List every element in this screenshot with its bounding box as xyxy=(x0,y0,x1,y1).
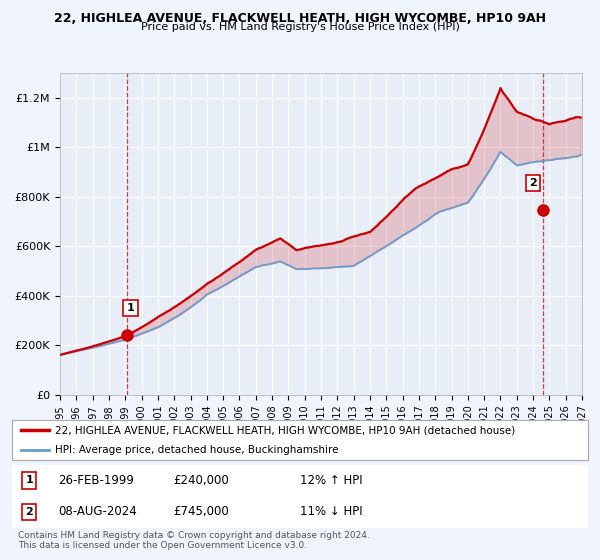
Text: 22, HIGHLEA AVENUE, FLACKWELL HEATH, HIGH WYCOMBE, HP10 9AH: 22, HIGHLEA AVENUE, FLACKWELL HEATH, HIG… xyxy=(54,12,546,25)
Text: 2: 2 xyxy=(529,178,536,188)
Text: £745,000: £745,000 xyxy=(173,505,229,519)
Text: 1: 1 xyxy=(25,475,33,486)
Text: 08-AUG-2024: 08-AUG-2024 xyxy=(58,505,137,519)
Text: Contains HM Land Registry data © Crown copyright and database right 2024.: Contains HM Land Registry data © Crown c… xyxy=(18,531,370,540)
Text: Price paid vs. HM Land Registry's House Price Index (HPI): Price paid vs. HM Land Registry's House … xyxy=(140,22,460,32)
Text: 12% ↑ HPI: 12% ↑ HPI xyxy=(300,474,362,487)
Text: This data is licensed under the Open Government Licence v3.0.: This data is licensed under the Open Gov… xyxy=(18,541,307,550)
Text: 2: 2 xyxy=(25,507,33,517)
Text: 22, HIGHLEA AVENUE, FLACKWELL HEATH, HIGH WYCOMBE, HP10 9AH (detached house): 22, HIGHLEA AVENUE, FLACKWELL HEATH, HIG… xyxy=(55,425,515,435)
Text: HPI: Average price, detached house, Buckinghamshire: HPI: Average price, detached house, Buck… xyxy=(55,445,338,455)
Text: £240,000: £240,000 xyxy=(173,474,229,487)
Text: 1: 1 xyxy=(127,303,134,313)
Text: 26-FEB-1999: 26-FEB-1999 xyxy=(58,474,134,487)
Text: 11% ↓ HPI: 11% ↓ HPI xyxy=(300,505,362,519)
